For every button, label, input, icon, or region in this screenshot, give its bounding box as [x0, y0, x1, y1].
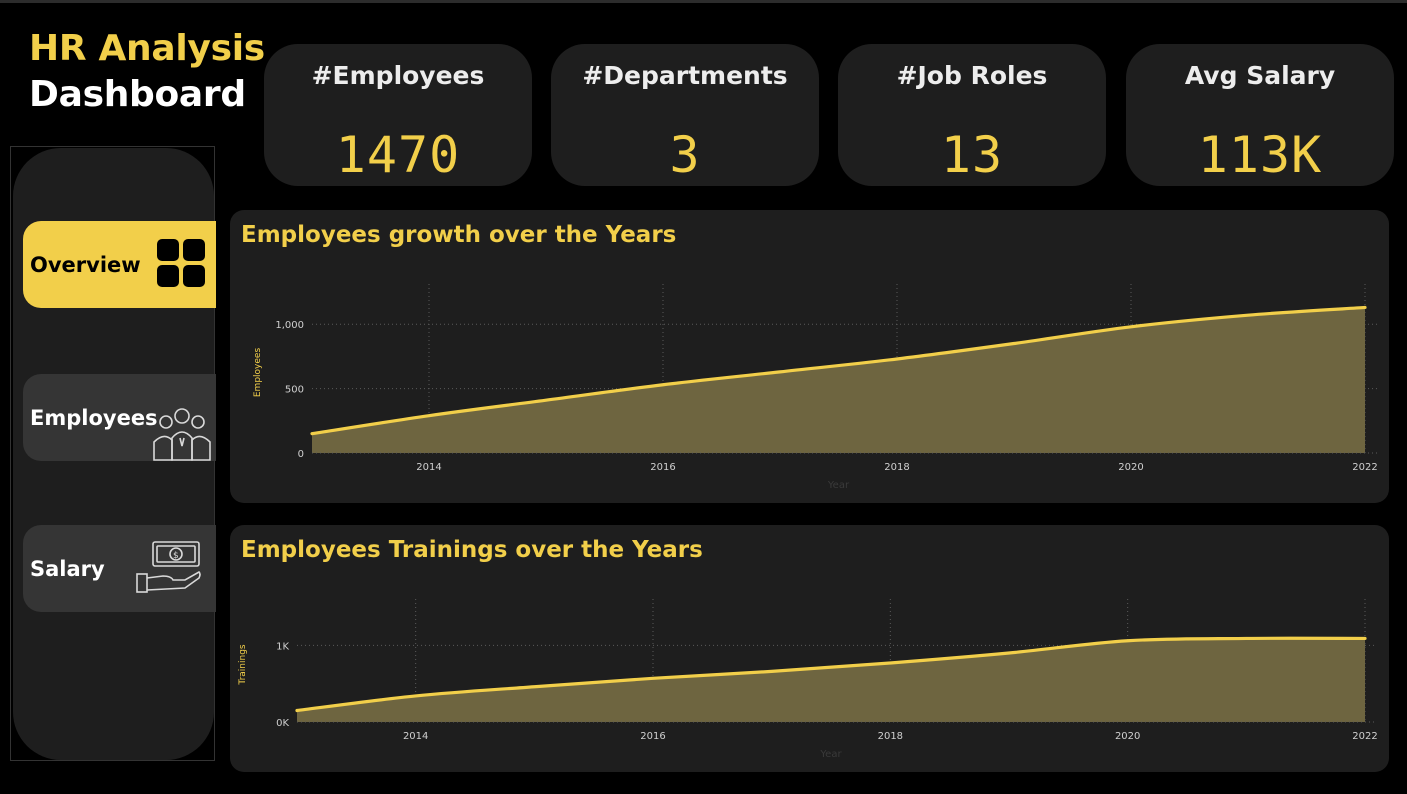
- kpi-value: 113K: [1197, 126, 1323, 184]
- y-tick-label: 500: [285, 385, 304, 396]
- x-tick-label: 2016: [650, 462, 675, 473]
- y-axis-label: Trainings: [238, 644, 248, 686]
- series-line: [295, 636, 1367, 713]
- employees-growth-chart: 2014 2016 2018 2020 2022 0 500 1,000 Employees Ye…: [253, 284, 1378, 491]
- kpi-label: #Job Roles: [896, 61, 1048, 90]
- title-line-2: Dashboard: [29, 74, 246, 115]
- employees-trainings-panel: Employees Trainings over the Years 2014 2…: [230, 525, 1389, 772]
- chart-title: Employees Trainings over the Years: [241, 537, 703, 563]
- people-icon: [150, 402, 214, 466]
- x-tick-label: 2020: [1115, 731, 1140, 742]
- x-tick-label: 2014: [403, 731, 428, 742]
- x-tick-label: 2018: [884, 462, 909, 473]
- x-axis-label: Year: [827, 480, 850, 491]
- grid-icon: [156, 238, 206, 292]
- kpi-label: #Employees: [311, 61, 485, 90]
- title-line-1: HR Analysis: [29, 28, 265, 69]
- money-hand-icon: $: [135, 540, 203, 598]
- kpi-label: Avg Salary: [1184, 61, 1336, 90]
- series-line: [310, 305, 1367, 436]
- x-tick-label: 2022: [1352, 731, 1377, 742]
- x-tick-label: 2022: [1352, 462, 1377, 473]
- chart-title: Employees growth over the Years: [241, 222, 677, 248]
- employees-growth-panel: Employees growth over the Years 2014 2016…: [230, 210, 1389, 503]
- y-axis-label: Employees: [253, 348, 263, 398]
- kpi-card-employees: #Employees 1470: [264, 44, 532, 186]
- kpi-card-departments: #Departments 3: [551, 44, 819, 186]
- nav-salary-button[interactable]: Salary $: [23, 525, 216, 612]
- y-tick-label: 1,000: [275, 320, 304, 331]
- y-tick-label: 0: [298, 449, 304, 460]
- kpi-card-job-roles: #Job Roles 13: [838, 44, 1106, 186]
- x-tick-label: 2016: [640, 731, 665, 742]
- x-tick-label: 2014: [416, 462, 441, 473]
- nav-overview-button[interactable]: Overview: [23, 221, 216, 308]
- nav-label: Employees: [30, 405, 158, 430]
- employees-trainings-chart: 2014 2016 2018 2020 2022 0K 1K Trainings Year: [238, 599, 1378, 760]
- x-tick-label: 2018: [878, 731, 903, 742]
- kpi-value: 3: [669, 126, 701, 184]
- y-tick-label: 1K: [276, 641, 289, 652]
- kpi-value: 1470: [335, 126, 461, 184]
- top-border: [0, 0, 1407, 3]
- page-title: HR Analysis Dashboard: [29, 26, 265, 118]
- kpi-value: 13: [940, 126, 1004, 184]
- kpi-label: #Departments: [582, 61, 788, 90]
- x-axis-label: Year: [819, 749, 842, 760]
- nav-label: Salary: [30, 556, 105, 581]
- nav-label: Overview: [30, 252, 141, 277]
- area-fill: [312, 307, 1365, 453]
- svg-text:$: $: [173, 551, 179, 561]
- kpi-card-avg-salary: Avg Salary 113K: [1126, 44, 1394, 186]
- nav-employees-button[interactable]: Employees: [23, 374, 216, 461]
- x-tick-label: 2020: [1118, 462, 1143, 473]
- area-fill: [297, 638, 1365, 722]
- y-tick-label: 0K: [276, 718, 289, 729]
